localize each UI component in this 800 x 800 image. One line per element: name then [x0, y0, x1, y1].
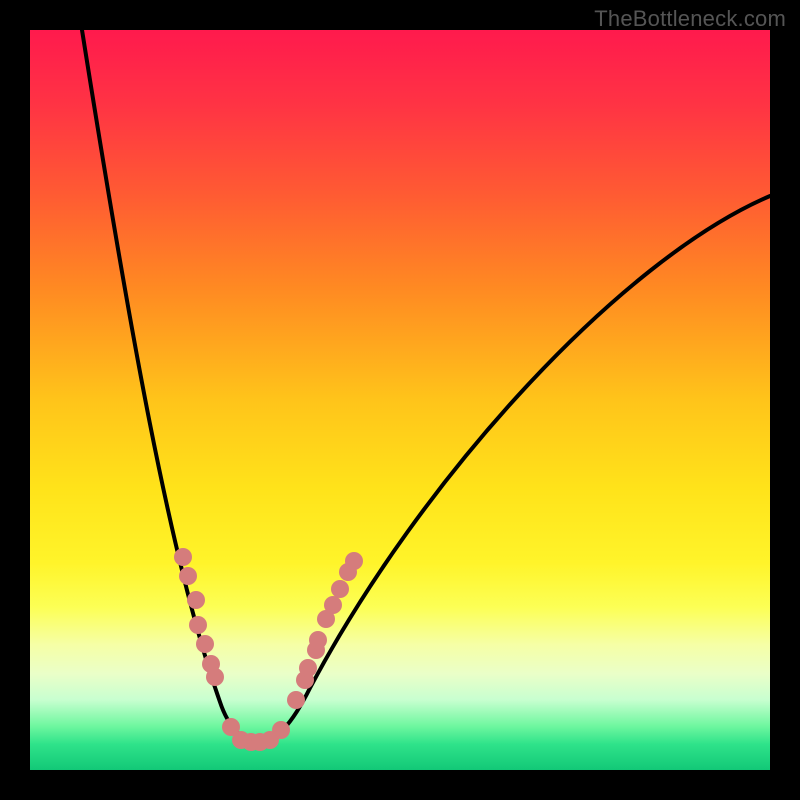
marker-point: [287, 691, 305, 709]
marker-point: [206, 668, 224, 686]
marker-point: [179, 567, 197, 585]
marker-point: [196, 635, 214, 653]
marker-point: [187, 591, 205, 609]
marker-point: [345, 552, 363, 570]
marker-point: [174, 548, 192, 566]
data-markers: [0, 0, 800, 800]
chart-root: { "canvas": { "width": 800, "height": 80…: [0, 0, 800, 800]
marker-point: [272, 721, 290, 739]
marker-point: [324, 596, 342, 614]
marker-point: [309, 631, 327, 649]
watermark-text: TheBottleneck.com: [594, 6, 786, 32]
marker-point: [299, 659, 317, 677]
marker-point: [331, 580, 349, 598]
marker-point: [189, 616, 207, 634]
